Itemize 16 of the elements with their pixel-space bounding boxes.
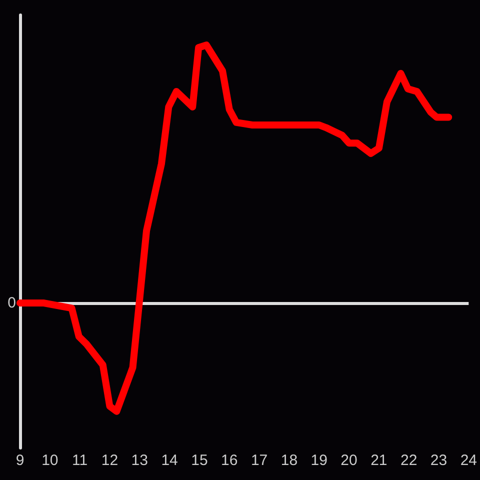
x-tick-label: 15 bbox=[191, 452, 208, 469]
x-tick-label: 18 bbox=[280, 452, 298, 469]
x-tick-label: 16 bbox=[221, 452, 238, 469]
x-tick-label: 11 bbox=[72, 452, 88, 469]
x-tick-label: 19 bbox=[310, 452, 328, 469]
x-tick-label: 9 bbox=[16, 452, 24, 469]
x-tick-label: 21 bbox=[370, 452, 388, 469]
x-tick-label: 20 bbox=[340, 452, 358, 469]
x-tick-label: 12 bbox=[101, 452, 118, 469]
x-tick-label: 10 bbox=[42, 452, 58, 469]
x-tick-label: 22 bbox=[400, 452, 418, 469]
x-tick-label: 24 bbox=[460, 452, 477, 469]
x-tick-label: 13 bbox=[131, 452, 148, 469]
x-tick-label: 14 bbox=[161, 452, 178, 469]
x-tick-label: 23 bbox=[430, 452, 448, 469]
x-tick-label: 17 bbox=[250, 452, 268, 469]
